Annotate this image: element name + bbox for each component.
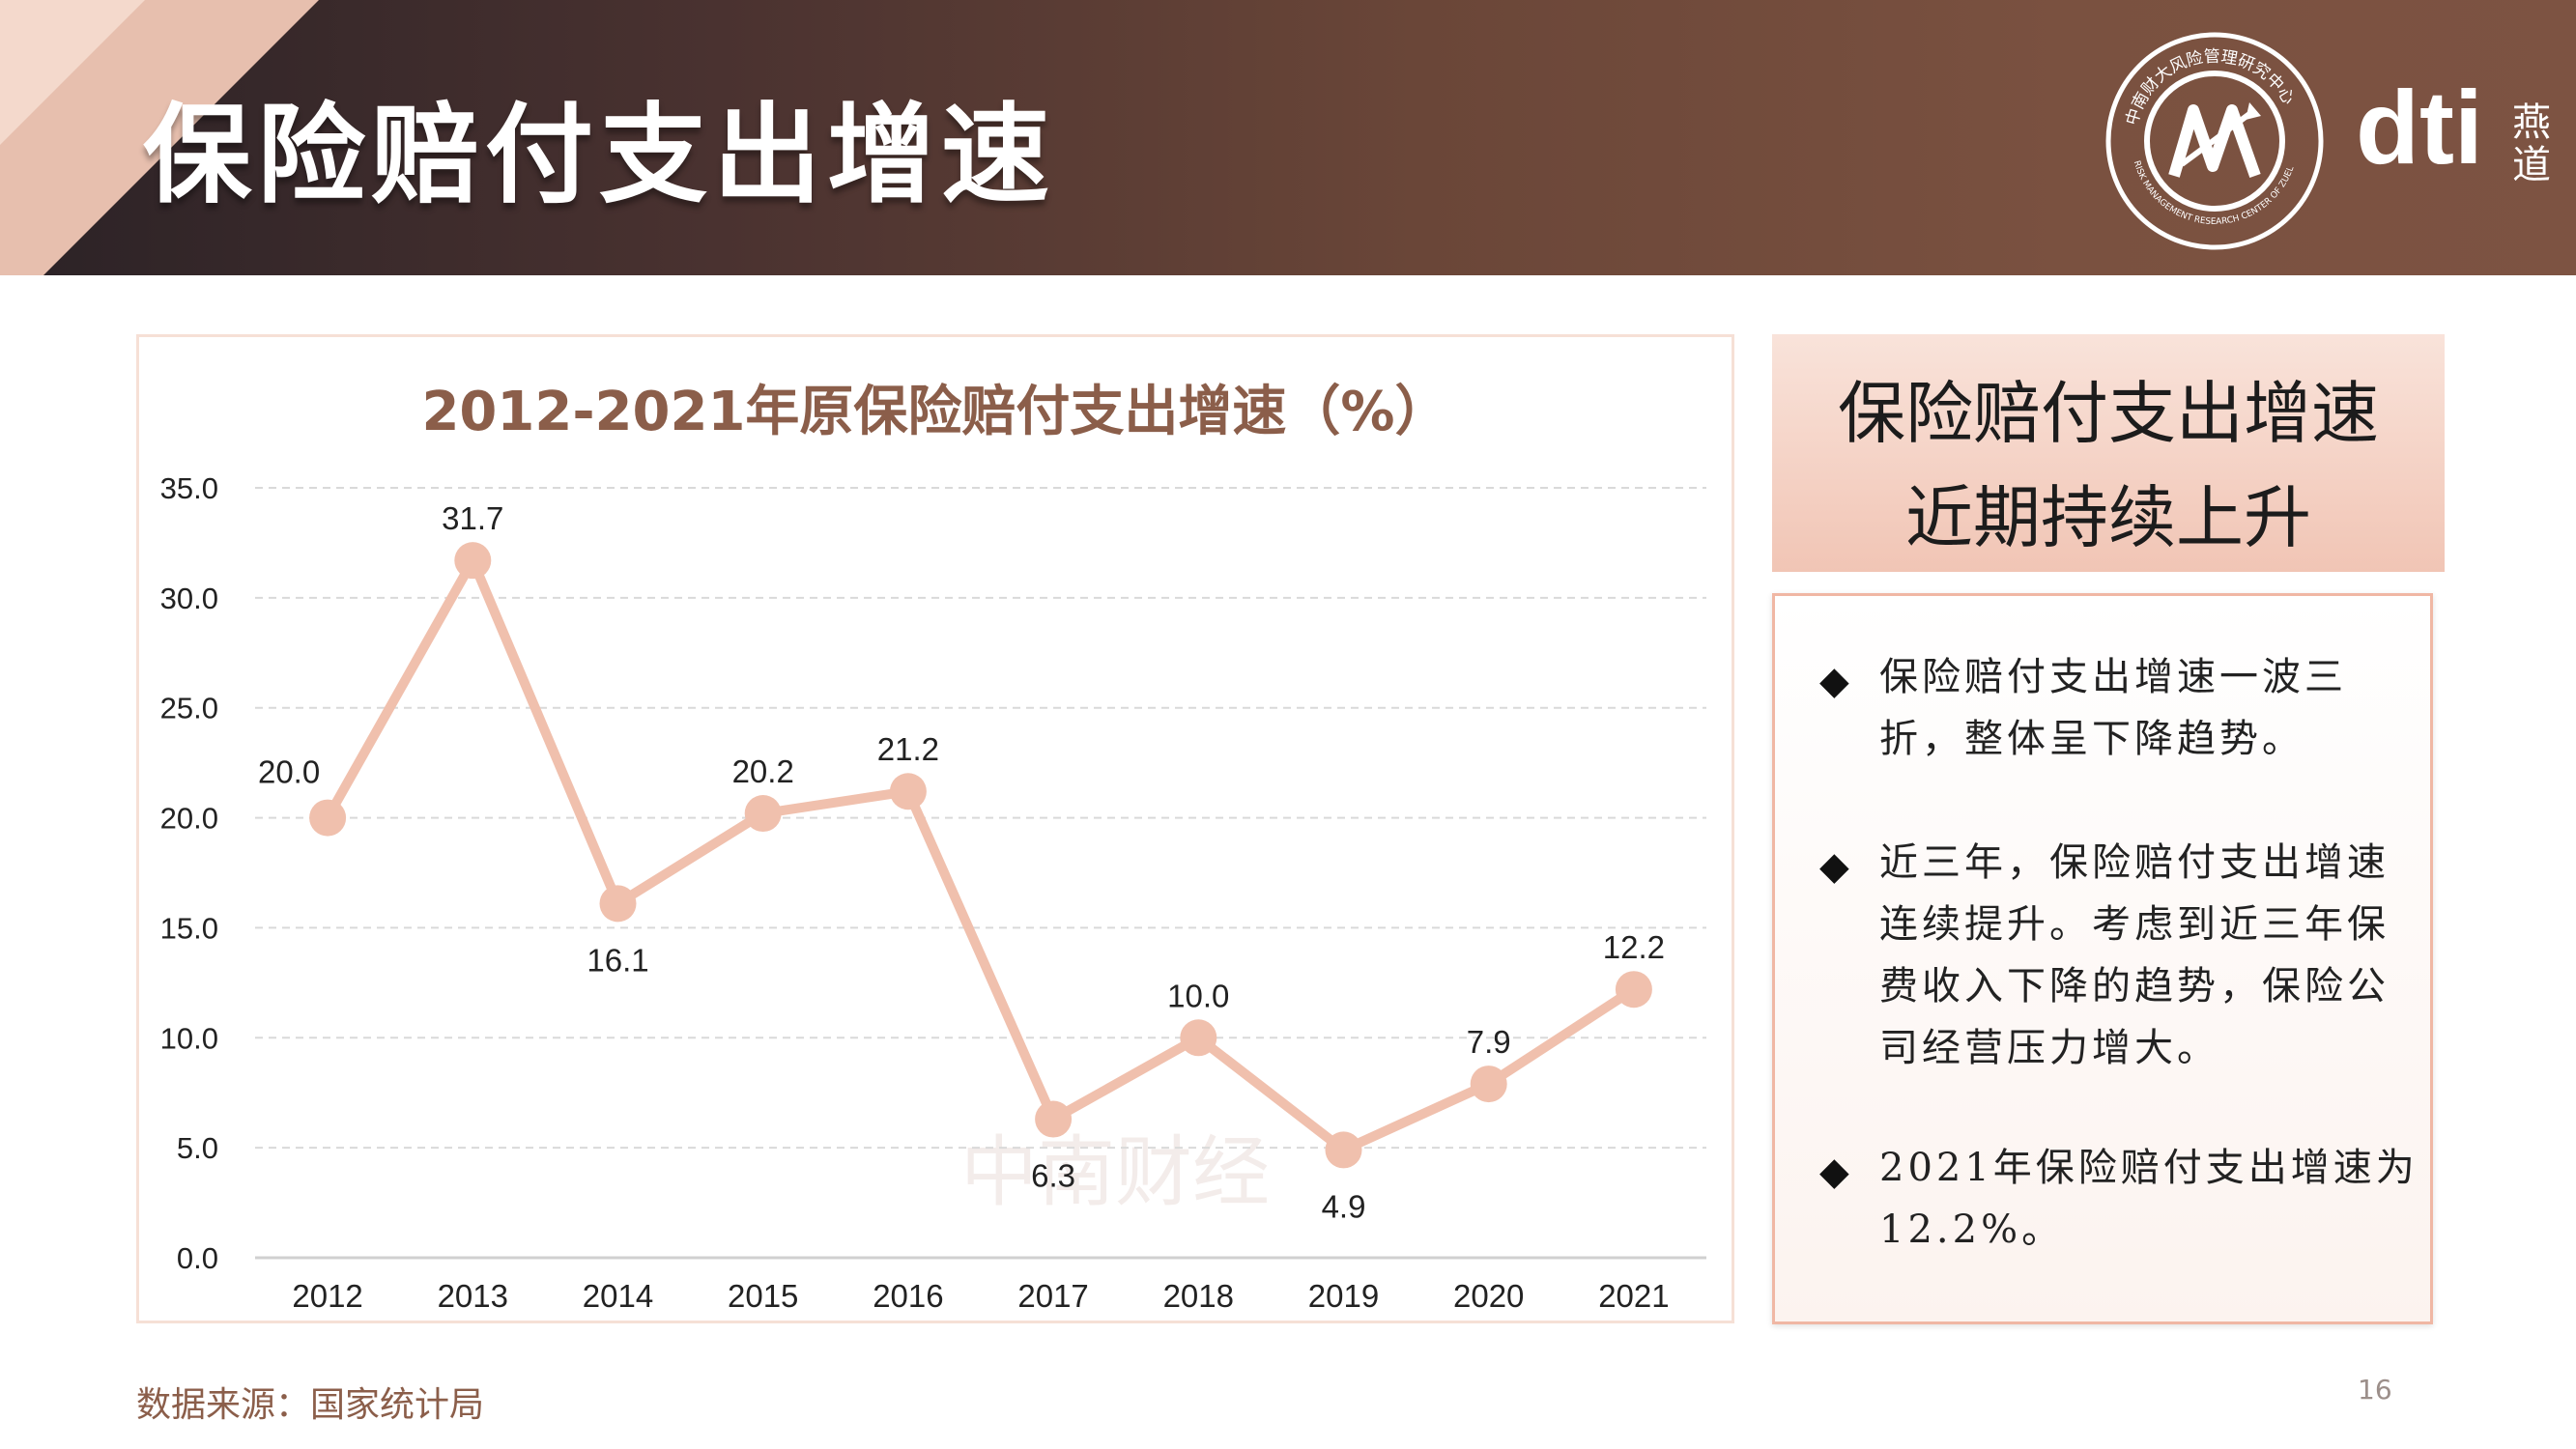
page-number: 16 <box>2358 1374 2392 1406</box>
y-tick-label: 35.0 <box>160 471 218 505</box>
x-tick-label: 2013 <box>438 1278 508 1314</box>
data-point <box>1180 1019 1217 1057</box>
y-tick-label: 10.0 <box>160 1021 218 1055</box>
data-point <box>1615 971 1652 1009</box>
x-tick-label: 2020 <box>1453 1278 1524 1314</box>
y-tick-label: 15.0 <box>160 911 218 945</box>
bullet-text: 2021年保险赔付支出增速为12.2%。 <box>1879 1146 2419 1252</box>
data-point <box>889 773 927 810</box>
data-label: 7.9 <box>1467 1024 1511 1060</box>
data-source: 数据来源：国家统计局 <box>136 1385 485 1425</box>
x-tick-label: 2021 <box>1598 1278 1669 1314</box>
x-tick-label: 2015 <box>728 1278 798 1314</box>
summary-line-2: 近期持续上升 <box>1905 478 2311 557</box>
diamond-bullet-icon: ◆ <box>1819 1150 1849 1194</box>
data-point <box>309 799 347 837</box>
x-tick-label: 2014 <box>583 1278 653 1314</box>
page-title: 保险赔付支出增速 <box>143 93 1055 218</box>
data-point <box>1325 1131 1362 1169</box>
line-chart: 0.0 5.0 10.0 15.0 20.0 25.0 30.0 35.0 2012 2013 20… <box>160 471 1706 1314</box>
series-line <box>323 555 1639 1155</box>
y-tick-label: 5.0 <box>177 1131 218 1165</box>
data-point <box>454 542 492 580</box>
data-point <box>599 885 637 923</box>
data-label: 12.2 <box>1603 929 1665 965</box>
bullet-text: 近三年，保险赔付支出增速连续提升。考虑到近三年保费收入下降的趋势，保险公司经营压… <box>1879 840 2390 1070</box>
data-point <box>744 795 782 833</box>
y-tick-label: 25.0 <box>160 692 218 725</box>
y-tick-label: 20.0 <box>160 802 218 836</box>
data-label: 31.7 <box>442 500 503 536</box>
watermark: 中南财经 <box>960 1127 1270 1217</box>
brand-logo-cn: 燕道 <box>2512 100 2551 187</box>
x-tick-label: 2012 <box>292 1278 362 1314</box>
x-tick-label: 2018 <box>1163 1278 1234 1314</box>
corner-highlight <box>0 0 145 145</box>
x-tick-label: 2019 <box>1308 1278 1379 1314</box>
data-point <box>1470 1065 1507 1103</box>
diamond-bullet-icon: ◆ <box>1819 659 1849 703</box>
x-tick-label: 2016 <box>873 1278 943 1314</box>
chart-panel: 2012-2021年原保险赔付支出增速（%） 中南财经 0.0 5.0 10.0 15… <box>136 334 1734 1323</box>
data-label: 16.1 <box>587 942 648 978</box>
bullet-text: 保险赔付支出增速一波三折，整体呈下降趋势。 <box>1879 655 2347 761</box>
header-band: 保险赔付支出增速 中南财大风险管理研究中心 RISK MANAGEMENT RE… <box>0 0 2576 275</box>
x-tick-label: 2017 <box>1017 1278 1088 1314</box>
summary-line-1: 保险赔付支出增速 <box>1838 374 2379 453</box>
data-label: 20.2 <box>732 753 794 789</box>
diamond-bullet-icon: ◆ <box>1819 844 1849 889</box>
data-label: 4.9 <box>1322 1188 1366 1224</box>
y-tick-label: 30.0 <box>160 582 218 615</box>
data-point <box>1035 1100 1073 1138</box>
data-label: 6.3 <box>1031 1158 1075 1194</box>
data-label: 20.0 <box>258 754 320 790</box>
research-center-seal-icon: 中南财大风险管理研究中心 RISK MANAGEMENT RESEARCH CE… <box>2105 32 2324 250</box>
summary-box: 保险赔付支出增速 近期持续上升 <box>1772 334 2445 572</box>
brand-logo-text: dti <box>2356 69 2483 185</box>
y-tick-label: 0.0 <box>177 1241 218 1275</box>
data-label: 10.0 <box>1167 978 1229 1013</box>
data-label: 21.2 <box>877 731 939 767</box>
chart-title: 2012-2021年原保险赔付支出增速（%） <box>421 381 1449 443</box>
bullet-list: ◆ 保险赔付支出增速一波三折，整体呈下降趋势。 ◆ 近三年，保险赔付支出增速连续… <box>1772 593 2433 1324</box>
